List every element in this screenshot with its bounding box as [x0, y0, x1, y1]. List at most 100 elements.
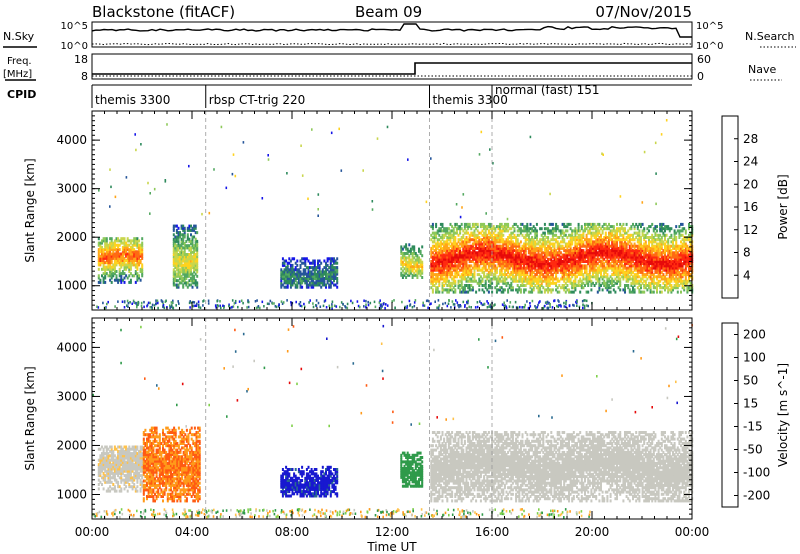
echo-cell: [587, 238, 590, 242]
echo-cell: [503, 279, 506, 283]
echo-cell: [596, 279, 599, 283]
echo-cell: [572, 268, 575, 272]
echo-cell: [430, 233, 433, 237]
echo-cell: [680, 233, 682, 237]
echo-cell: [126, 245, 129, 249]
echo-cell: [547, 236, 550, 239]
echo-cell: [521, 277, 524, 281]
echo-cell: [102, 239, 105, 243]
echo-cell: [102, 265, 105, 269]
echo-cell: [667, 238, 670, 242]
echo-cell: [689, 238, 692, 242]
echo-cell: [128, 267, 131, 271]
echo-cell: [635, 251, 638, 255]
echo-cell: [138, 239, 140, 243]
echo-cell: [572, 238, 575, 242]
echo-cell: [574, 264, 577, 268]
echo-cell: [592, 264, 594, 268]
echo-cell: [600, 242, 602, 246]
echo-cell: [436, 277, 439, 281]
echo-cell: [190, 283, 192, 287]
echo-cell: [515, 264, 518, 268]
echo-cell: [622, 242, 625, 246]
echo-cell: [644, 266, 647, 270]
echo-cell: [651, 251, 654, 255]
nave-tick-top: 60: [697, 53, 711, 66]
echo-cell: [633, 277, 636, 281]
echo-cell: [566, 255, 569, 259]
echo-cell: [547, 251, 550, 255]
echo-cell: [134, 270, 137, 273]
echo-cell: [305, 281, 308, 285]
echo-cell: [431, 227, 434, 231]
echo-cell: [175, 253, 178, 256]
echo-cell: [406, 265, 409, 269]
echo-cell: [644, 249, 647, 253]
echo-cell: [408, 273, 411, 277]
echo-cell: [431, 260, 434, 263]
echo-cell: [574, 286, 577, 290]
echo-cell: [603, 284, 606, 287]
echo-cell: [317, 274, 319, 278]
echo-cell: [123, 250, 126, 254]
echo-cell: [540, 251, 543, 255]
echo-cell: [633, 288, 636, 292]
echo-cell: [609, 266, 612, 270]
echo-cell: [443, 270, 446, 274]
echo-cell: [566, 268, 569, 272]
echo-cell: [534, 284, 537, 287]
echo-cell: [532, 262, 535, 266]
echo-cell: [624, 266, 626, 270]
echo-cell: [676, 273, 679, 277]
echo-cell: [640, 225, 642, 229]
echo-cell: [564, 233, 567, 237]
echo-cell: [105, 237, 108, 241]
echo-cell: [620, 242, 623, 246]
echo-cell: [561, 268, 564, 272]
echo-cell: [603, 262, 606, 266]
echo-cell: [636, 246, 639, 250]
echo-cell: [499, 273, 502, 277]
echo-cell: [121, 237, 124, 241]
echo-cell: [99, 263, 102, 267]
echo-cell: [587, 257, 590, 261]
echo-cell: [121, 245, 124, 249]
echo-cell: [508, 273, 511, 277]
echo-cell: [190, 263, 192, 267]
echo-cell: [405, 245, 408, 249]
echo-cell: [400, 252, 403, 255]
echo-cell: [413, 271, 416, 275]
echo-cell: [487, 262, 490, 266]
echo-cell: [510, 281, 513, 285]
echo-cell: [408, 258, 411, 262]
echo-cell: [128, 243, 131, 247]
echo-cell: [622, 268, 625, 272]
echo-cell: [590, 231, 593, 235]
echo-cell: [409, 247, 412, 251]
echo-cell: [614, 244, 617, 248]
echo-cell: [617, 236, 620, 239]
echo-cell: [553, 262, 556, 266]
echo-cell: [529, 244, 532, 248]
echo-cell: [329, 266, 332, 270]
echo-cell: [585, 253, 588, 257]
echo-cell: [564, 255, 567, 259]
echo-cell: [499, 277, 502, 281]
echo-cell: [535, 222, 538, 226]
echo-cell: [667, 262, 670, 266]
echo-cell: [318, 277, 321, 280]
echo-cell: [489, 244, 492, 248]
echo-cell: [110, 254, 113, 258]
echo-cell: [128, 248, 131, 252]
echo-cell: [579, 273, 582, 277]
echo-cell: [285, 270, 288, 274]
echo-cell: [518, 233, 521, 237]
echo-cell: [556, 242, 559, 246]
echo-cell: [640, 253, 642, 257]
echo-cell: [598, 236, 601, 239]
echo-cell: [667, 260, 670, 263]
echo-cell: [636, 260, 639, 263]
echo-cell: [467, 255, 470, 259]
echo-cell: [419, 273, 422, 277]
echo-cell: [186, 272, 189, 276]
